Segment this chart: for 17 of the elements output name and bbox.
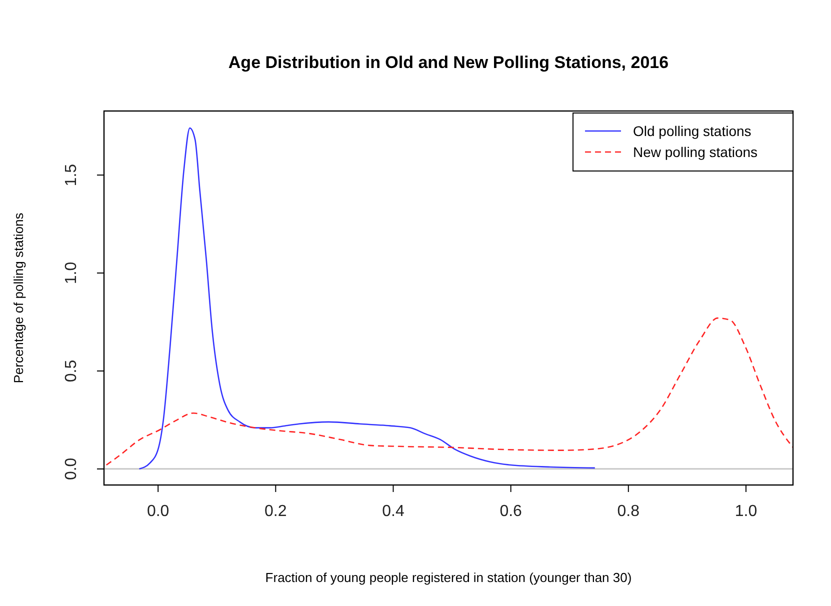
x-tick-label: 0.6 xyxy=(500,503,522,520)
y-axis-title: Percentage of polling stations xyxy=(11,212,26,384)
x-tick-label: 0.4 xyxy=(382,503,404,520)
legend-label: Old polling stations xyxy=(633,123,752,139)
y-tick-label: 1.5 xyxy=(63,164,80,186)
x-tick-label: 1.0 xyxy=(734,503,758,520)
x-tick-label: 0.2 xyxy=(264,503,287,520)
line-series xyxy=(138,127,596,470)
y-tick-label: 1.0 xyxy=(63,262,80,284)
legend-label: New polling stations xyxy=(633,144,758,160)
x-tick-label: 0.8 xyxy=(617,503,640,520)
line-series xyxy=(106,317,793,466)
y-tick-label: 0.5 xyxy=(63,360,80,382)
x-axis-title: Fraction of young people registered in station (younger than 30) xyxy=(265,570,632,585)
chart-title: Age Distribution in Old and New Polling Stations, 2016 xyxy=(228,53,669,72)
x-tick-label: 0.0 xyxy=(146,503,170,520)
y-tick-label: 0.0 xyxy=(63,458,80,480)
